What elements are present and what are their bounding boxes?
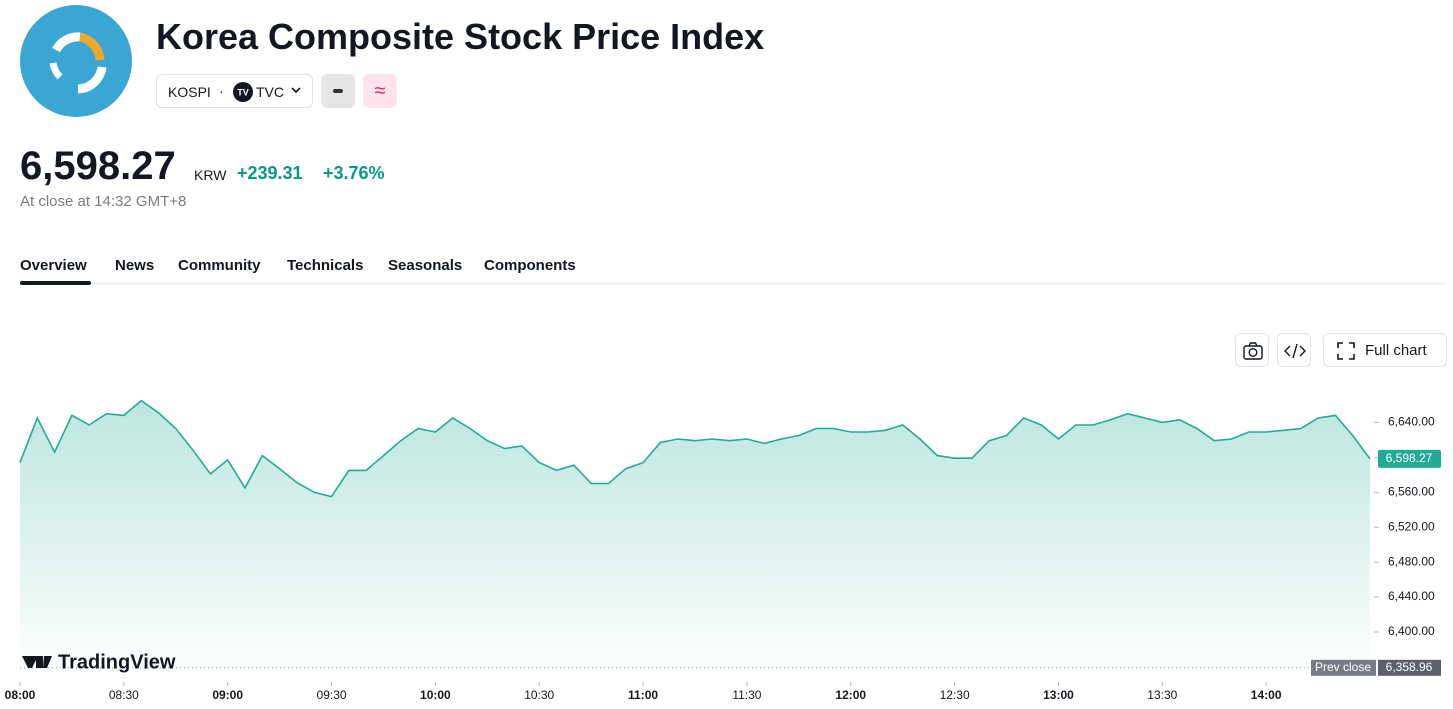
y-tick-label: 6,480.00: [1388, 554, 1435, 568]
exchange-icon: TV: [233, 82, 253, 102]
tab[interactable]: News: [115, 257, 155, 274]
snapshot-button[interactable]: [1235, 333, 1269, 367]
x-tick-label: 10:00: [420, 688, 451, 702]
watermark: TradingView: [58, 651, 176, 673]
full-chart-button[interactable]: Full chart: [1323, 333, 1447, 367]
last-value-badge: [1378, 449, 1441, 468]
x-tick-label: 09:00: [212, 688, 243, 702]
prev-close-value: 6,358.96: [1386, 660, 1433, 674]
tab[interactable]: Technicals: [287, 257, 364, 274]
symbol: KOSPI: [168, 84, 211, 100]
price: 6,598.27: [20, 144, 176, 188]
symbol-selector[interactable]: KOSPI · TV TVC: [156, 74, 313, 108]
title: Korea Composite Stock Price Index: [156, 16, 765, 57]
logo: [20, 5, 132, 117]
tab[interactable]: Community: [178, 257, 261, 274]
x-tick-label: 14:00: [1251, 688, 1282, 702]
camera-icon: [1243, 342, 1263, 360]
tab[interactable]: Seasonals: [388, 257, 463, 274]
x-tick-label: 09:30: [317, 688, 347, 702]
y-tick-label: 6,520.00: [1388, 519, 1435, 533]
x-tick-label: 11:30: [732, 688, 761, 702]
x-tick-label: 11:00: [628, 688, 658, 702]
embed-button[interactable]: [1277, 333, 1311, 367]
exchange: TVC: [256, 84, 284, 100]
y-tick-label: 6,640.00: [1388, 415, 1435, 429]
tv-logo: [22, 656, 52, 668]
chevron: [291, 87, 301, 94]
tab[interactable]: Components: [484, 257, 576, 274]
prev-close-label: Prev close: [1315, 660, 1371, 674]
badge-gray[interactable]: [321, 74, 355, 108]
tab[interactable]: Overview: [20, 257, 87, 274]
x-tick-label: 10:30: [524, 688, 554, 702]
last-value-label: 6,598.27: [1386, 451, 1433, 465]
status: At close at 14:32 GMT+8: [20, 193, 187, 210]
prev-close-tag: [1311, 659, 1376, 676]
svg-text:TV: TV: [237, 87, 249, 97]
x-tick-label: 08:00: [5, 688, 36, 702]
x-tick-label: 12:30: [940, 688, 970, 702]
tab-rule: [20, 282, 1447, 285]
expand-icon: [1337, 342, 1355, 360]
dot: ·: [219, 83, 224, 99]
x-tick-label: 13:00: [1043, 688, 1074, 702]
price-line: [19, 399, 1371, 498]
y-tick-label: 6,440.00: [1388, 589, 1435, 603]
tab-indicator: [20, 281, 91, 285]
currency: KRW: [194, 167, 227, 183]
y-tick-label: 6,560.00: [1388, 484, 1435, 498]
change-pct: +3.76%: [323, 163, 385, 183]
x-tick-label: 13:30: [1147, 688, 1177, 702]
x-tick-label: 08:30: [109, 688, 139, 702]
area-fill: [20, 400, 1370, 680]
x-tick-label: 12:00: [835, 688, 866, 702]
y-tick-label: 6,400.00: [1388, 624, 1435, 638]
full-chart-label: Full chart: [1365, 342, 1427, 359]
badge-pink[interactable]: ≈: [363, 74, 397, 108]
change: +239.31: [237, 163, 303, 183]
prev-close-badge: [1378, 659, 1441, 676]
code-icon: [1284, 343, 1306, 359]
